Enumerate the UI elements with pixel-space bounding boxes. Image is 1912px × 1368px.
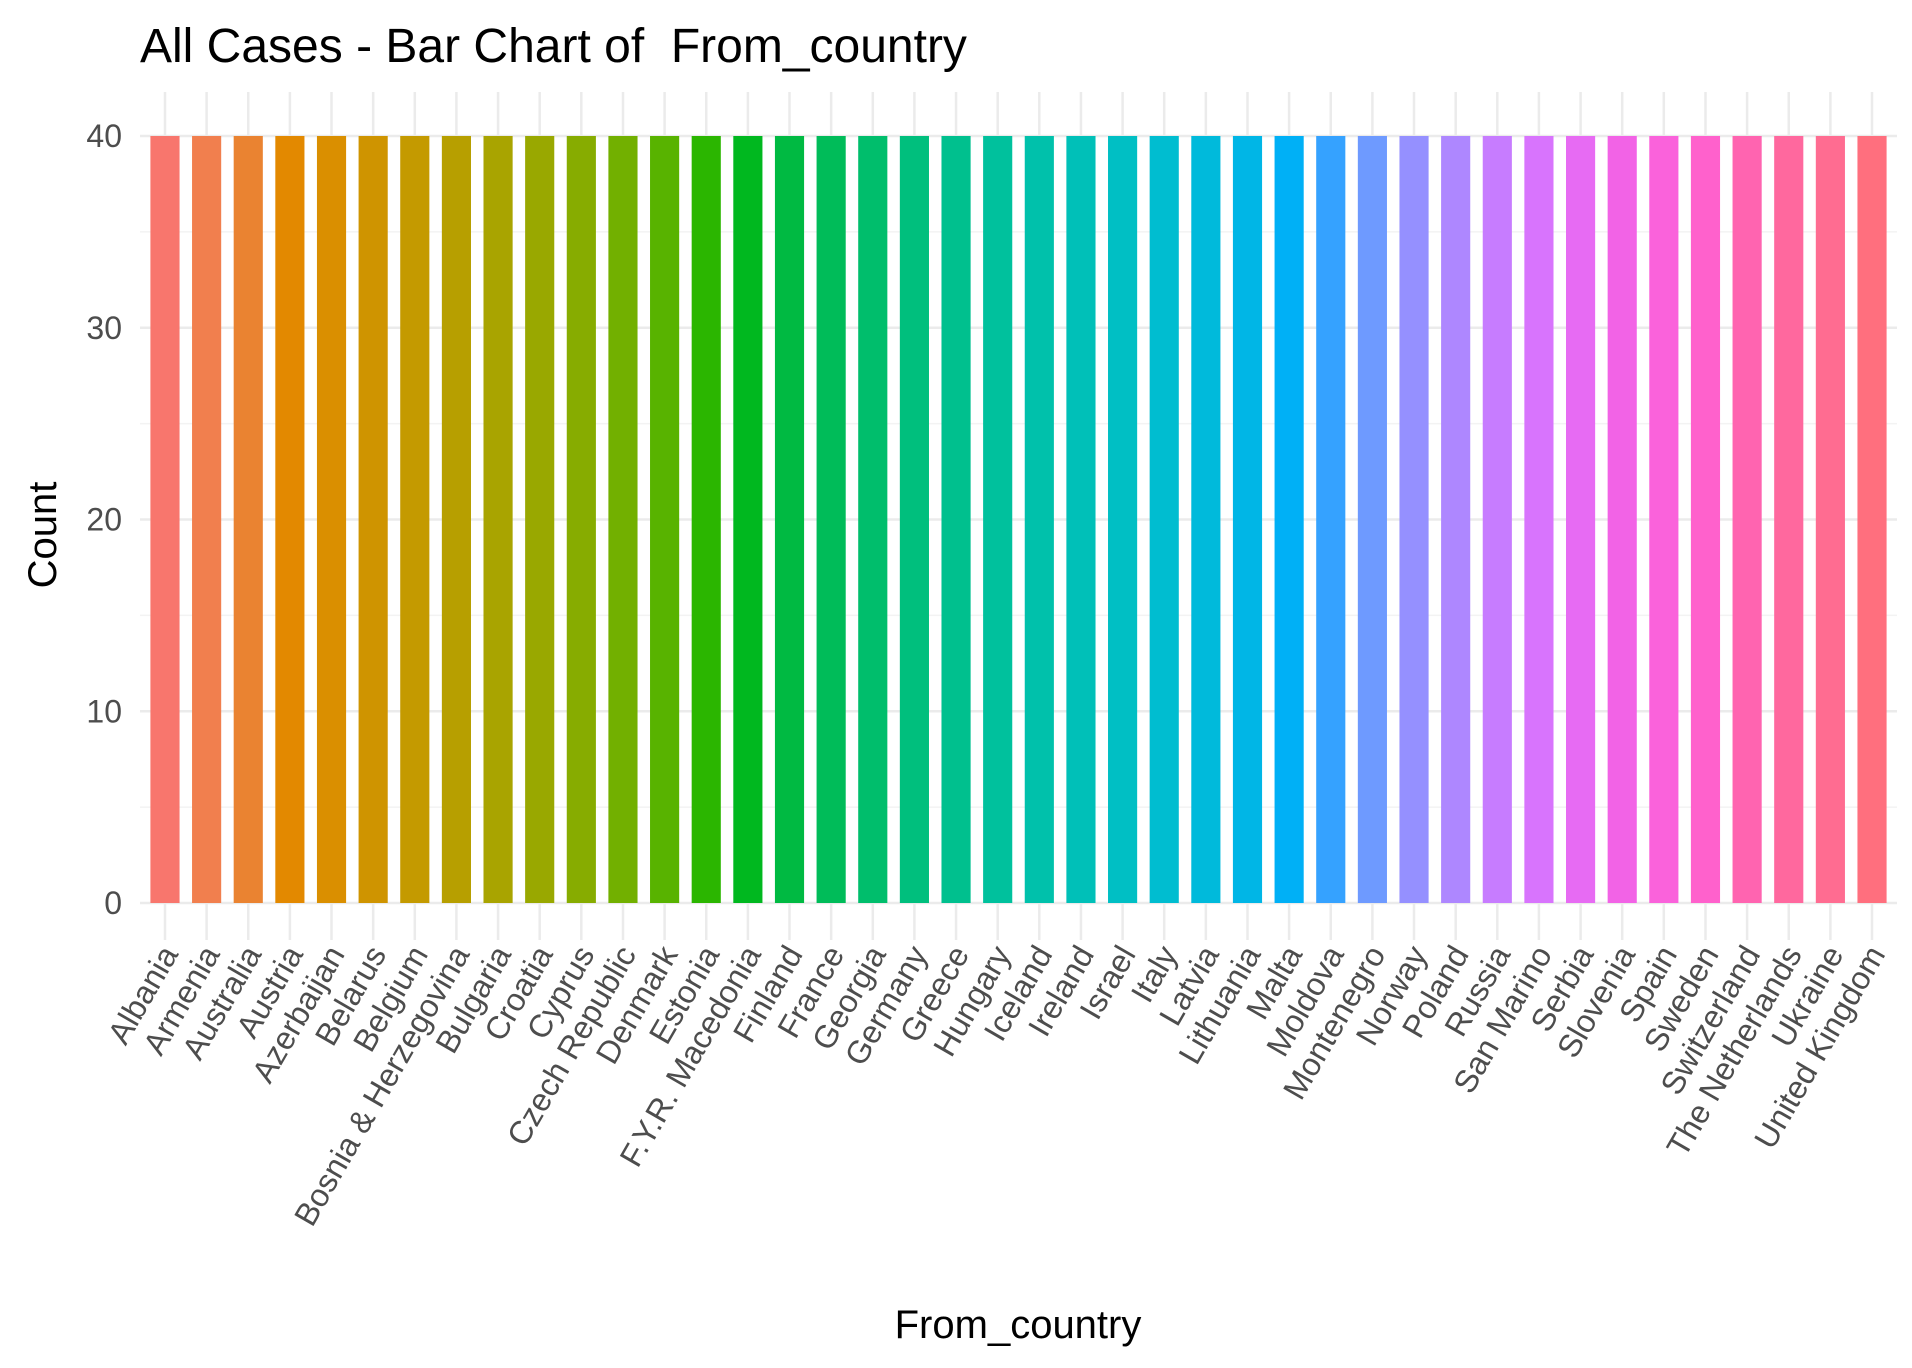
- bar-serbia: [1566, 136, 1596, 903]
- bar-austria: [275, 136, 305, 903]
- bar-italy: [1149, 136, 1179, 903]
- y-axis-ticks: 0 10 20 30 40: [86, 118, 122, 921]
- bar-georgia: [858, 136, 888, 903]
- bar-hungary: [983, 136, 1013, 903]
- y-tick-label: 10: [86, 693, 122, 729]
- bar-ukraine: [1815, 136, 1845, 903]
- chart-title: All Cases - Bar Chart of From_country: [140, 20, 967, 73]
- bar-the-netherlands: [1774, 136, 1804, 903]
- bar-moldova: [1316, 136, 1346, 903]
- bar-sweden: [1690, 136, 1721, 903]
- bar-slovenia: [1607, 136, 1637, 903]
- bar-australia: [233, 136, 263, 903]
- bar-united-kingdom: [1857, 136, 1887, 903]
- bar-poland: [1441, 136, 1471, 903]
- bar-azerbaijan: [316, 136, 347, 903]
- bar-f-y-r-macedonia: [733, 136, 763, 903]
- bar-spain: [1649, 136, 1679, 903]
- bar-cyprus: [566, 136, 596, 903]
- bar-san-marino: [1524, 136, 1554, 903]
- bar-belarus: [358, 136, 388, 903]
- bars: [150, 136, 1887, 903]
- bar-albania: [150, 136, 180, 903]
- bar-norway: [1399, 136, 1429, 903]
- bar-israel: [1108, 136, 1138, 903]
- y-tick-label: 40: [86, 118, 122, 154]
- bar-switzerland: [1732, 136, 1762, 903]
- bar-russia: [1482, 136, 1512, 903]
- y-tick-label: 0: [104, 885, 122, 921]
- bar-germany: [899, 136, 929, 903]
- bar-iceland: [1024, 136, 1054, 903]
- x-axis-title: From_country: [895, 1303, 1142, 1347]
- y-tick-label: 20: [86, 502, 122, 538]
- y-tick-label: 30: [86, 310, 122, 346]
- bar-croatia: [525, 136, 555, 903]
- bar-armenia: [192, 136, 222, 903]
- bar-bosnia-herzegovina: [441, 136, 471, 903]
- bar-czech-republic: [608, 136, 638, 903]
- bar-belgium: [400, 136, 430, 903]
- x-axis-ticks: AlbaniaArmeniaAustraliaAustriaAzerbaijan…: [100, 939, 1892, 1232]
- bar-denmark: [650, 136, 680, 903]
- y-axis-title: Count: [21, 482, 65, 589]
- bar-latvia: [1191, 136, 1221, 903]
- bar-france: [816, 136, 846, 903]
- bar-montenegro: [1357, 136, 1387, 903]
- bar-greece: [941, 136, 971, 903]
- bar-lithuania: [1232, 136, 1263, 903]
- bar-bulgaria: [483, 136, 513, 903]
- bar-malta: [1274, 136, 1304, 903]
- bar-estonia: [691, 136, 721, 903]
- bar-finland: [774, 136, 805, 903]
- bar-ireland: [1066, 136, 1096, 903]
